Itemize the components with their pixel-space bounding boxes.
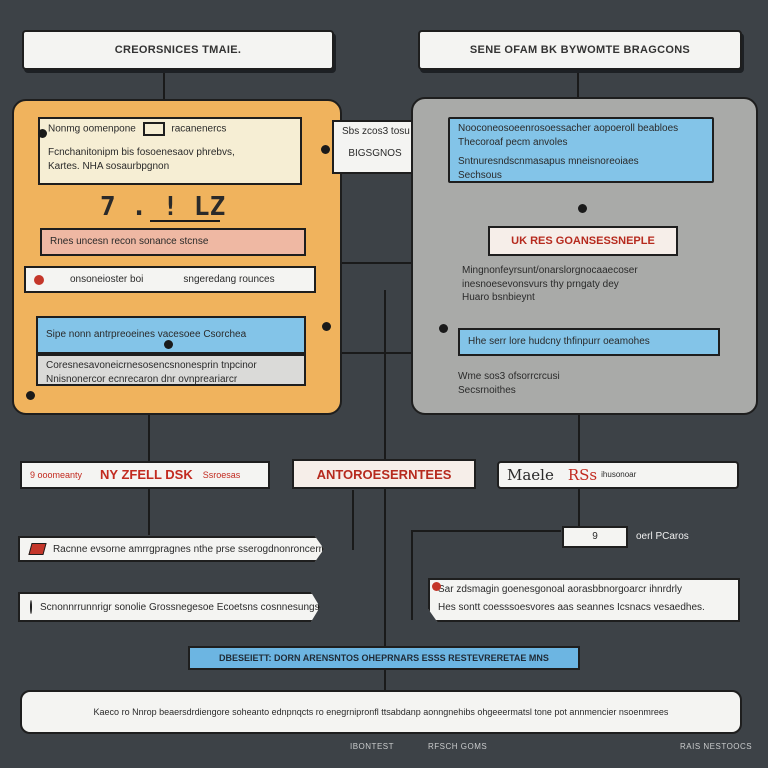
tag-tail-text: Ssroesas	[202, 469, 241, 480]
connector-line	[352, 490, 354, 550]
middle-row-right-tag: Maele RSs ihusonoar	[497, 461, 739, 489]
footer-label: RAIS NESTOOCS	[680, 742, 753, 751]
text-line: Wme sos3 ofsorrcrcusi	[458, 371, 560, 382]
connector-line	[342, 352, 412, 354]
card-text-line: Sechsous	[458, 169, 502, 181]
right-panel-note: Wme sos3 ofsorrcrcusi Secsrnoithes	[458, 370, 560, 397]
bottom-bar: Kaeco ro Nnrop beaersdrdiengore soheanto…	[20, 690, 742, 734]
card-text-line: Thecoroaf pecm anvoles	[458, 136, 568, 148]
card-text-line: Hes sontt coesssoesvores aas seannes Ics…	[438, 601, 705, 613]
node-dot	[578, 204, 587, 213]
card-heading-tail: racanenercs	[171, 123, 227, 135]
handwritten-label: 7 . ! LZ	[100, 192, 226, 222]
tag-icon	[28, 543, 47, 555]
card-heading: Nonmg oomenpone	[48, 123, 136, 135]
card-text-line: Fcnchanitonipm bis fosoenesaov phrebvs,	[48, 147, 235, 159]
right-panel-tag: UK RES GOANSESSNEPLE	[488, 226, 678, 256]
middle-box-line: Sbs zcos3 tosu	[342, 126, 410, 137]
right-panel-text: Mingnonfeyrsunt/onarslorgnocaaecoser ine…	[462, 264, 638, 305]
warning-icon	[432, 582, 441, 591]
tag-red-text: RSs	[567, 465, 598, 484]
node-dot	[164, 340, 173, 349]
middle-row-center-tag: ANTOROESERNTEES	[292, 459, 476, 489]
lower-right-small-box: 9	[562, 526, 628, 548]
left-panel-salmon-card: Rnes uncesn recon sonance stcnse	[40, 228, 306, 256]
lower-left-row: Scnonnrrunnrigr sonolie Grossnegesoe Eco…	[18, 592, 320, 622]
middle-box-line: BIGSGNOS	[348, 147, 402, 159]
node-dot	[439, 324, 448, 333]
node-dot	[321, 145, 330, 154]
connector-line	[411, 530, 561, 532]
blue-banner: DBESEIETT: DORN ARENSNTOS OHEPRNARS ESSS…	[188, 646, 580, 670]
card-text-line: Sntnuresndscnmasapus mneisnoreoiaes	[458, 156, 639, 167]
left-panel-gray-card: Coresnesavoneicrnesosencsnonesprin tnpci…	[36, 354, 306, 386]
row-text: Scnonnrrunnrigr sonolie Grossnegesoe Eco…	[40, 601, 320, 613]
tag-tail-text: ihusonoar	[601, 469, 637, 479]
right-panel-blue-card: Nooconeosoeenrosoessacher aopoeroll beab…	[448, 117, 714, 183]
text-line: inesnoesevonsvurs thy prngaty dey	[462, 278, 619, 290]
middle-row-left-tag: 9 ooomeanty NY ZFELL DSK Ssroesas	[20, 461, 270, 489]
row-text: Racnne evsorne amrrgpragnes nthe prse ss…	[52, 543, 322, 555]
tag-small-text: 9 ooomeanty	[30, 469, 83, 480]
box-icon	[142, 122, 165, 136]
tag-main-text: Maele	[507, 465, 554, 484]
node-dot	[26, 391, 35, 400]
card-text-line: Nnisnonercor ecnrecaron dnr ovnpreariarc…	[46, 373, 238, 385]
node-dot	[322, 322, 331, 331]
text-line: Secsrnoithes	[458, 384, 516, 396]
lower-left-row: Racnne evsorne amrrgpragnes nthe prse ss…	[18, 536, 324, 562]
left-panel-blue-card: Sipe nonn antrpreoeines vacesoee Csorche…	[36, 316, 306, 354]
text-line: Huaro bsnbieynt	[462, 292, 535, 303]
underline	[150, 220, 220, 222]
card-text-line: Nooconeosoeenrosoessacher aopoeroll beab…	[458, 123, 679, 134]
row-text: onsoneioster boi	[70, 273, 144, 285]
connector-line	[163, 70, 165, 100]
node-dot	[38, 129, 47, 138]
warning-icon	[34, 274, 44, 285]
text-line: Mingnonfeyrsunt/onarslorgnocaaecoser	[462, 265, 638, 276]
lower-right-small-label: oerl PCaros	[636, 531, 689, 542]
connector-line	[577, 70, 579, 102]
left-panel-white-row: onsoneioster boi sngeredang rounces	[24, 266, 316, 293]
lower-right-card: Sar zdsmagin goenesgonoal aorasbbnorgoar…	[428, 578, 740, 622]
tag-icon	[30, 600, 32, 614]
left-panel-card-notes: Nonmg oomenpone racanenercs Fcnchanitoni…	[38, 117, 302, 185]
footer-label: RFSCH GOMS	[428, 742, 488, 751]
footer-label: IBONTEST	[350, 742, 395, 751]
connector-line	[411, 530, 413, 620]
connector-line	[342, 262, 412, 264]
right-panel-blue-bar: Hhe serr lore hudcny thfinpurr oeamohes	[458, 328, 720, 356]
top-left-title: CREORSNICES TMAIE.	[22, 30, 334, 70]
tag-red-text: NY ZFELL DSK	[100, 467, 193, 483]
card-text-line: Sar zdsmagin goenesgonoal aorasbbnorgoar…	[438, 584, 683, 595]
card-text-line: Coresnesavoneicrnesosencsnonesprin tnpci…	[46, 360, 257, 371]
middle-box: Sbs zcos3 tosu BIGSGNOS	[332, 120, 418, 174]
top-right-title: SENE OFAM BK BYWOMTE BRAGCONS	[418, 30, 742, 70]
card-text-line: Kartes. NHA sosaurbpgnon	[48, 160, 170, 172]
row-text: sngeredang rounces	[183, 273, 275, 285]
small-box-text: 9	[592, 531, 598, 543]
